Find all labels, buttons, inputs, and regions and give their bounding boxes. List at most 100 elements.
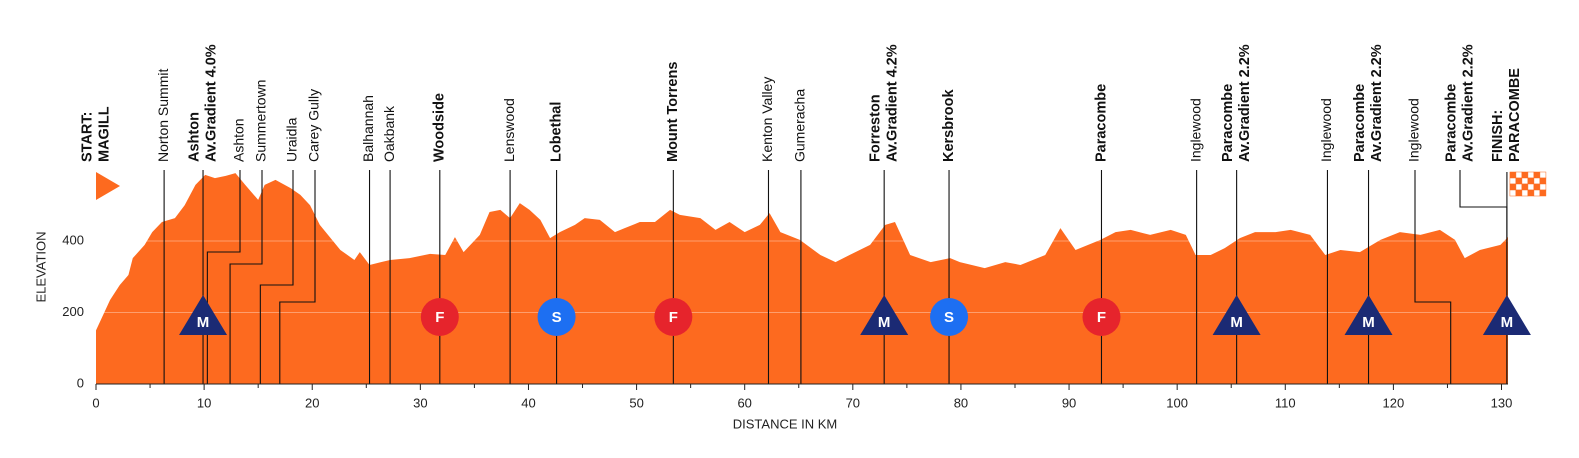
- x-tick-label: 60: [737, 395, 751, 410]
- location-label: Paracombe: [1443, 84, 1459, 162]
- climb-marker: [1212, 295, 1261, 335]
- climb-marker: [1344, 295, 1393, 335]
- location-label: Uraidla: [284, 117, 300, 162]
- area-layer: [96, 173, 1508, 384]
- finish-flag-cell: [1539, 171, 1547, 179]
- finish-flag-cell: [1521, 171, 1529, 179]
- marker-label: M: [1501, 314, 1514, 331]
- location-label: Paracombe: [1352, 84, 1368, 162]
- finish-flag-cell: [1509, 177, 1517, 185]
- location-label: Carey Gully: [306, 89, 322, 162]
- location-label: Paracombe: [1093, 84, 1109, 162]
- location-label: Gumeracha: [792, 89, 808, 162]
- finish-flag-cell: [1521, 183, 1529, 191]
- x-tick-label: 120: [1383, 395, 1405, 410]
- location-label: MAGILL: [96, 106, 112, 162]
- location-label: PARACOMBE: [1507, 68, 1523, 162]
- finish-flag-cell: [1527, 177, 1535, 185]
- location-label: Inglewood: [1318, 98, 1334, 162]
- finish-flag-cell: [1539, 183, 1547, 191]
- location-label: Inglewood: [1187, 98, 1203, 162]
- x-tick-label: 80: [954, 395, 968, 410]
- x-tick-label: 100: [1166, 395, 1188, 410]
- finish-flag-cell: [1509, 189, 1517, 197]
- axes-layer: ELEVATION DISTANCE IN KM 0 200 400 0 10 20 30 4…: [33, 231, 1512, 431]
- y-tick-label: 0: [77, 375, 84, 390]
- finish-flag-cell: [1527, 171, 1535, 179]
- x-axis-title: DISTANCE IN KM: [733, 416, 838, 431]
- x-tick-label: 20: [305, 395, 319, 410]
- x-tick-label: 130: [1491, 395, 1513, 410]
- marker-label: F: [1097, 309, 1106, 326]
- feed-marker: [420, 298, 459, 336]
- location-label: Oakbank: [381, 105, 397, 162]
- finish-flag-cell: [1521, 177, 1529, 185]
- finish-flag-cell: [1515, 177, 1523, 185]
- marker-label: M: [197, 314, 210, 331]
- location-label: Av.Gradient 2.2%: [1369, 44, 1385, 162]
- location-label: Kersbrook: [941, 89, 957, 162]
- finish-flag-cell: [1533, 183, 1541, 191]
- marker-label: S: [944, 309, 954, 326]
- location-label: Av.Gradient 2.2%: [1237, 44, 1253, 162]
- finish-flag-cell: [1539, 177, 1547, 185]
- start-flag: [96, 172, 120, 200]
- location-line: [1414, 170, 1452, 384]
- location-label: START:: [79, 112, 95, 162]
- elevation-area: [96, 173, 1508, 384]
- location-label: Av.Gradient 2.2%: [1460, 44, 1476, 162]
- location-label: Forreston: [867, 94, 883, 162]
- climb-marker: [860, 295, 909, 335]
- finish-flag-cell: [1515, 189, 1523, 197]
- finish-flag-cell: [1509, 171, 1517, 179]
- finish-flag-cell: [1521, 189, 1529, 197]
- location-label: Paracombe: [1220, 84, 1236, 162]
- climb-marker: [179, 295, 228, 335]
- x-tick-label: 70: [846, 395, 860, 410]
- location-label: Woodside: [432, 93, 448, 162]
- sprint-marker: [537, 298, 576, 336]
- location-label: Inglewood: [1406, 98, 1422, 162]
- y-tick-label: 400: [62, 232, 84, 247]
- x-tick-label: 10: [197, 395, 211, 410]
- finish-flag-cell: [1515, 183, 1523, 191]
- sprint-marker: [930, 298, 969, 336]
- location-line: [229, 170, 263, 384]
- marker-label: F: [435, 309, 444, 326]
- location-label: Summertown: [253, 80, 269, 162]
- location-label: Ashton: [186, 112, 202, 162]
- location-label: Norton Summit: [155, 69, 171, 162]
- x-tick-label: 50: [629, 395, 643, 410]
- location-label: Av.Gradient 4.2%: [884, 44, 900, 162]
- x-tick-label: 30: [413, 395, 427, 410]
- y-axis-title: ELEVATION: [33, 231, 48, 302]
- location-label: Ashton: [231, 118, 247, 162]
- x-tick-label: 40: [521, 395, 535, 410]
- marker-label: M: [878, 314, 891, 331]
- finish-flag-cell: [1539, 189, 1547, 197]
- feed-marker: [1082, 298, 1121, 336]
- location-label: Mount Torrens: [665, 62, 681, 162]
- location-label: Av.Gradient 4.0%: [203, 44, 219, 162]
- location-label: Balhannah: [360, 95, 376, 162]
- finish-flag-cell: [1533, 171, 1541, 179]
- marker-label: F: [669, 309, 678, 326]
- y-tick-label: 200: [62, 304, 84, 319]
- finish-flag-cell: [1527, 183, 1535, 191]
- marker-label: S: [552, 309, 562, 326]
- climb-marker: [1482, 295, 1531, 335]
- finish-flag-cell: [1515, 171, 1523, 179]
- marker-label: M: [1230, 314, 1243, 331]
- x-tick-label: 110: [1275, 395, 1296, 410]
- x-tick-label: 0: [92, 395, 99, 410]
- feed-marker: [654, 298, 693, 336]
- finish-flag-cell: [1533, 177, 1541, 185]
- finish-flag-cell: [1533, 189, 1541, 197]
- x-tick-label: 90: [1062, 395, 1076, 410]
- label-layer: START: MAGILL Norton Summit Ashton Av.Gradie…: [79, 44, 1523, 162]
- location-label: FINISH:: [1490, 110, 1506, 162]
- location-label: Lenswood: [501, 98, 517, 162]
- location-label: Kenton Valley: [759, 77, 775, 162]
